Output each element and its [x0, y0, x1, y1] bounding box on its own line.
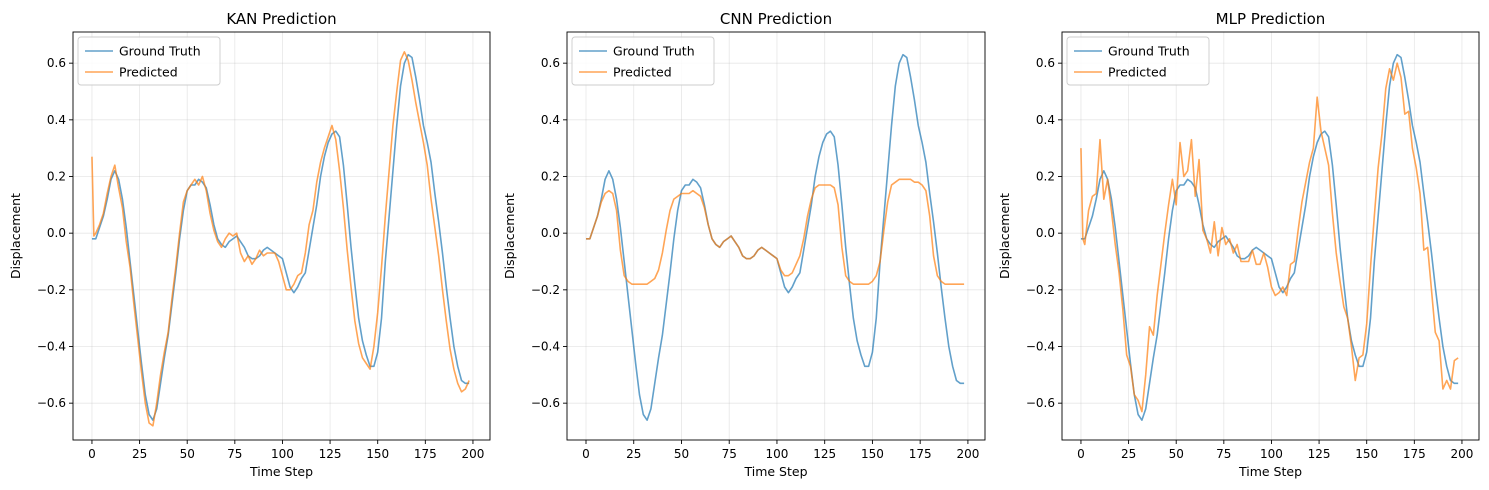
y-tick-label: 0.6 — [541, 56, 560, 70]
y-tick-label: −0.6 — [531, 396, 560, 410]
y-tick-label: 0.2 — [541, 170, 560, 184]
x-tick-label: 200 — [1450, 447, 1473, 461]
y-tick-label: 0.2 — [47, 170, 66, 184]
legend: Ground Truth Predicted — [1066, 36, 1210, 86]
x-axis-label: Time Step — [249, 464, 313, 479]
legend-label: Ground Truth — [613, 44, 695, 59]
plot-area — [1062, 32, 1479, 440]
y-axis-label: Displacement — [997, 193, 1012, 279]
x-tick-label: 75 — [1216, 447, 1231, 461]
y-tick-label: 0.0 — [47, 226, 66, 240]
x-tick-label: 50 — [1169, 447, 1184, 461]
x-axis-label: Time Step — [743, 464, 807, 479]
legend-label: Predicted — [613, 65, 672, 80]
x-tick-label: 200 — [956, 447, 979, 461]
x-tick-label: 100 — [766, 447, 789, 461]
chart-title: MLP Prediction — [1216, 10, 1326, 28]
legend: Ground Truth Predicted — [571, 36, 715, 86]
y-tick-label: 0.0 — [1036, 226, 1055, 240]
x-axis-label: Time Step — [1238, 464, 1302, 479]
x-tick-label: 0 — [582, 447, 590, 461]
x-tick-label: 175 — [909, 447, 932, 461]
x-tick-label: 100 — [1260, 447, 1283, 461]
x-tick-label: 200 — [461, 447, 484, 461]
x-tick-label: 125 — [1308, 447, 1331, 461]
x-tick-label: 75 — [722, 447, 737, 461]
legend-box — [77, 36, 221, 86]
y-tick-label: −0.2 — [531, 283, 560, 297]
x-tick-label: 75 — [227, 447, 242, 461]
legend-label: Predicted — [119, 65, 178, 80]
legend-label: Predicted — [1108, 65, 1167, 80]
x-tick-label: 150 — [861, 447, 884, 461]
chart-title: CNN Prediction — [720, 10, 832, 28]
y-tick-label: −0.2 — [1026, 283, 1055, 297]
y-tick-label: 0.0 — [541, 226, 560, 240]
y-tick-label: 0.6 — [47, 56, 66, 70]
chart-title: KAN Prediction — [226, 10, 336, 28]
axes-frame — [566, 31, 986, 441]
series-line-ground-truth — [1080, 53, 1459, 421]
axes-frame — [72, 31, 491, 441]
x-tick-label: 100 — [271, 447, 294, 461]
subplot-1: 0 25 50 75 100 125 150 175 200 −0.6 −0.4 −0.2 0.0 0.2… — [8, 10, 491, 479]
x-tick-label: 125 — [813, 447, 836, 461]
y-tick-label: 0.4 — [1036, 113, 1055, 127]
x-tick-label: 175 — [414, 447, 437, 461]
series-line-predicted — [1080, 62, 1459, 413]
x-tick-label: 175 — [1403, 447, 1426, 461]
y-axis-label: Displacement — [8, 193, 23, 279]
y-tick-label: 0.6 — [1036, 56, 1055, 70]
x-tick-label: 0 — [1077, 447, 1085, 461]
axes-frame — [1061, 31, 1480, 441]
legend-label: Ground Truth — [119, 44, 201, 59]
x-tick-label: 125 — [319, 447, 342, 461]
subplot-2: 0 25 50 75 100 125 150 175 200 −0.6 −0.4 −0.2 0.0 0.2… — [502, 10, 986, 479]
y-tick-label: −0.2 — [37, 283, 66, 297]
x-tick-label: 25 — [132, 447, 147, 461]
x-tick-label: 0 — [88, 447, 96, 461]
x-tick-label: 25 — [626, 447, 641, 461]
legend-box — [571, 36, 715, 86]
x-tick-label: 50 — [180, 447, 195, 461]
x-tick-label: 150 — [366, 447, 389, 461]
series-line-predicted — [91, 51, 470, 427]
legend-label: Ground Truth — [1108, 44, 1190, 59]
x-tick-label: 150 — [1355, 447, 1378, 461]
plot-area — [73, 32, 490, 440]
y-tick-label: −0.4 — [531, 340, 560, 354]
plot-area — [567, 32, 985, 440]
y-tick-label: 0.4 — [47, 113, 66, 127]
y-tick-label: −0.6 — [37, 396, 66, 410]
legend-box — [1066, 36, 1210, 86]
series-line-predicted — [586, 178, 965, 285]
y-axis-label: Displacement — [502, 193, 517, 279]
y-tick-label: −0.4 — [37, 340, 66, 354]
y-tick-label: −0.4 — [1026, 340, 1055, 354]
y-tick-label: −0.6 — [1026, 396, 1055, 410]
x-tick-label: 50 — [674, 447, 689, 461]
legend: Ground Truth Predicted — [77, 36, 221, 86]
subplot-3: 0 25 50 75 100 125 150 175 200 −0.6 −0.4 −0.2 0.0 0.2… — [997, 10, 1480, 479]
y-tick-label: 0.2 — [1036, 170, 1055, 184]
x-tick-label: 25 — [1121, 447, 1136, 461]
y-tick-label: 0.4 — [541, 113, 560, 127]
